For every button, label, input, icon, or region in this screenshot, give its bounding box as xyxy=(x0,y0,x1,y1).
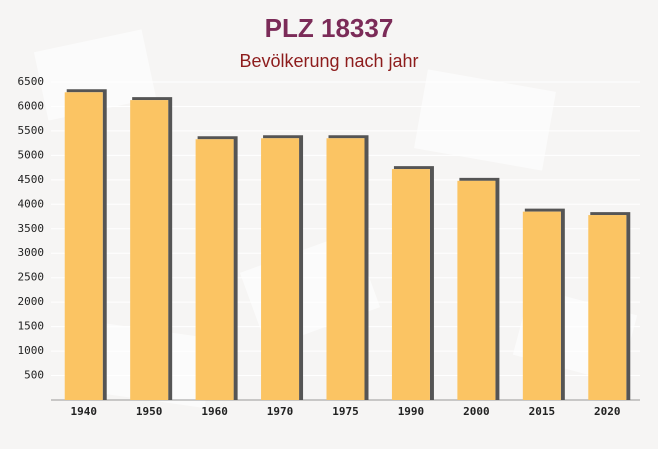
x-tick-label: 1940 xyxy=(70,405,97,418)
x-tick-label: 2000 xyxy=(463,405,490,418)
bar xyxy=(326,138,365,400)
x-tick-label: 2015 xyxy=(529,405,556,418)
x-tick-label: 1960 xyxy=(201,405,228,418)
bar xyxy=(457,180,496,400)
x-tick-label: 2020 xyxy=(594,405,621,418)
y-tick-label: 2500 xyxy=(18,271,45,284)
bar xyxy=(522,211,561,400)
bar xyxy=(195,139,234,401)
chart-title: PLZ 18337 xyxy=(265,13,394,43)
y-tick-label: 6000 xyxy=(18,99,45,112)
bar xyxy=(261,138,300,400)
bar xyxy=(64,92,103,400)
y-tick-label: 3500 xyxy=(18,222,45,235)
y-tick-label: 500 xyxy=(24,369,44,382)
x-tick-label: 1950 xyxy=(136,405,163,418)
y-tick-label: 4500 xyxy=(18,173,45,186)
y-tick-label: 4000 xyxy=(18,197,45,210)
x-tick-label: 1970 xyxy=(267,405,294,418)
y-tick-label: 1500 xyxy=(18,320,45,333)
bar xyxy=(130,100,169,401)
x-tick-label: 1975 xyxy=(332,405,359,418)
chart-subtitle: Bevölkerung nach jahr xyxy=(239,51,418,71)
y-tick-label: 1000 xyxy=(18,344,45,357)
bar xyxy=(391,169,430,400)
y-tick-label: 6500 xyxy=(18,75,45,88)
bar xyxy=(588,215,627,400)
x-tick-label: 1990 xyxy=(398,405,425,418)
y-tick-label: 5500 xyxy=(18,124,45,137)
y-tick-label: 5000 xyxy=(18,148,45,161)
y-tick-label: 3000 xyxy=(18,246,45,259)
y-tick-label: 2000 xyxy=(18,295,45,308)
